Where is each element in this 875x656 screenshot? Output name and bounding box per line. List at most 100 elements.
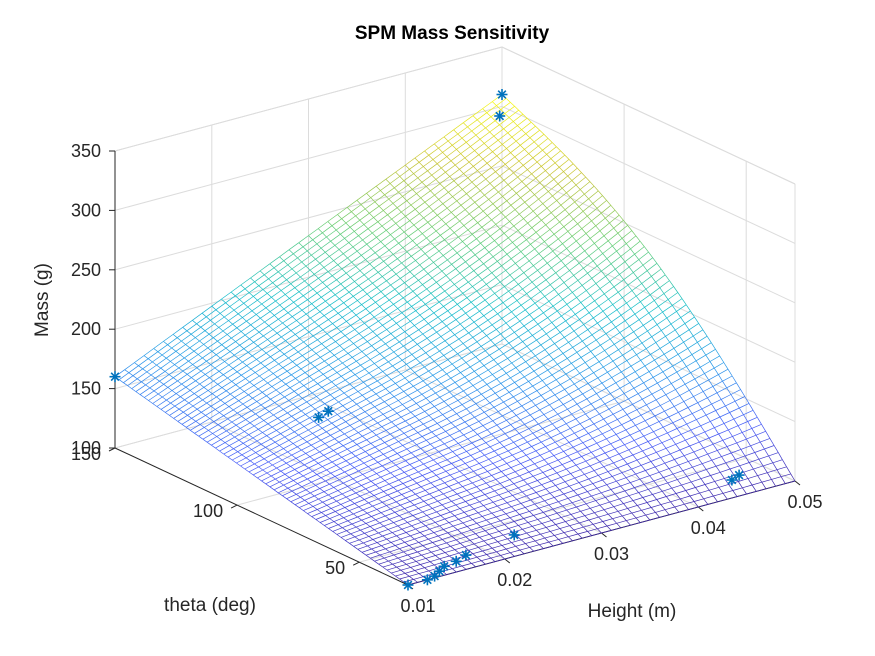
mesh-line (485, 392, 496, 399)
mesh-line (427, 222, 433, 227)
mesh-line (329, 256, 334, 261)
mesh-line (456, 493, 462, 498)
mesh-line (278, 405, 284, 410)
mesh-line (583, 483, 594, 488)
mesh-line (222, 330, 228, 335)
mesh-line (410, 535, 415, 540)
mesh-line (459, 161, 470, 170)
mesh-line (505, 263, 516, 271)
mesh-line (317, 424, 323, 429)
mesh-line (163, 377, 174, 385)
mesh-line (383, 203, 394, 211)
mesh-line (502, 136, 513, 145)
mesh-line (184, 399, 190, 404)
mesh-line (436, 470, 447, 476)
mesh-line (581, 408, 586, 415)
mesh-line (538, 507, 544, 513)
mesh-line (453, 522, 464, 527)
mesh-line (412, 339, 418, 345)
mesh-line (423, 268, 429, 274)
mesh-line (390, 234, 395, 240)
mesh-line (498, 184, 509, 193)
mesh-line (424, 411, 430, 416)
mesh-line (474, 411, 485, 418)
mesh-line (325, 390, 331, 395)
mesh-line (363, 542, 368, 547)
mesh-line (451, 357, 462, 365)
mesh-line (334, 398, 339, 403)
mesh-line (429, 250, 440, 259)
mesh-line (344, 471, 350, 476)
mesh-line (665, 443, 676, 449)
mesh-line (334, 471, 345, 477)
mesh-line (219, 313, 225, 318)
mesh-line (511, 542, 516, 547)
mesh-line (404, 504, 415, 509)
mesh-line (633, 325, 644, 333)
mesh-line (487, 261, 498, 269)
mesh-line (495, 270, 506, 278)
mesh-line (236, 365, 247, 373)
mesh-line (429, 528, 435, 533)
mesh-line (332, 317, 343, 324)
mesh-line (199, 383, 205, 388)
mesh-line (179, 354, 185, 359)
mesh-line (389, 387, 400, 394)
mesh-line (518, 386, 524, 392)
mesh-line (332, 323, 338, 328)
mesh-line (400, 538, 406, 543)
mesh-line (144, 390, 155, 398)
mesh-line (401, 211, 406, 217)
mesh-line (473, 471, 479, 476)
mesh-line (312, 288, 318, 294)
mesh-line (254, 458, 265, 465)
mesh-line (658, 299, 669, 307)
mesh-line (278, 487, 289, 494)
mesh-line (295, 414, 306, 421)
mesh-line (579, 181, 591, 190)
mesh-line (508, 109, 519, 118)
mesh-line (594, 509, 605, 514)
mesh-line (224, 397, 235, 404)
mesh-line (204, 374, 210, 378)
mesh-line (360, 526, 371, 531)
mesh-line (305, 265, 311, 271)
mesh-line (619, 495, 630, 500)
mesh-line (443, 489, 454, 495)
mesh-line (530, 499, 536, 505)
mesh-line (612, 238, 623, 247)
mesh-line (320, 472, 331, 479)
mesh-line (476, 442, 487, 448)
mesh-line (227, 451, 238, 458)
mesh-line (252, 355, 257, 360)
mesh-line (284, 436, 290, 441)
mesh-line (341, 417, 346, 422)
mesh-line (542, 250, 554, 259)
mesh-line (296, 313, 307, 321)
mesh-line (579, 367, 590, 374)
mesh-line (391, 456, 402, 462)
mesh-line (239, 381, 250, 389)
mesh-line (464, 376, 470, 382)
mesh-line (435, 552, 446, 556)
mesh-line (678, 509, 689, 513)
mesh-line (472, 279, 483, 287)
mesh-line (396, 316, 407, 324)
mesh-line (252, 392, 263, 399)
mesh-line (498, 450, 509, 456)
mesh-line (483, 263, 488, 269)
mesh-line (477, 434, 482, 439)
mesh-line (387, 490, 398, 496)
mesh-line (550, 432, 561, 438)
mesh-line (703, 386, 714, 392)
mesh-line (529, 409, 540, 416)
mesh-line (276, 462, 287, 469)
mesh-line (477, 471, 488, 476)
mesh-line (593, 521, 603, 525)
mesh-line (464, 508, 475, 513)
mesh-line (404, 325, 415, 332)
mesh-line (250, 455, 261, 462)
mesh-line (398, 441, 403, 446)
x-tick-mark (697, 506, 704, 512)
mesh-line (644, 415, 655, 422)
